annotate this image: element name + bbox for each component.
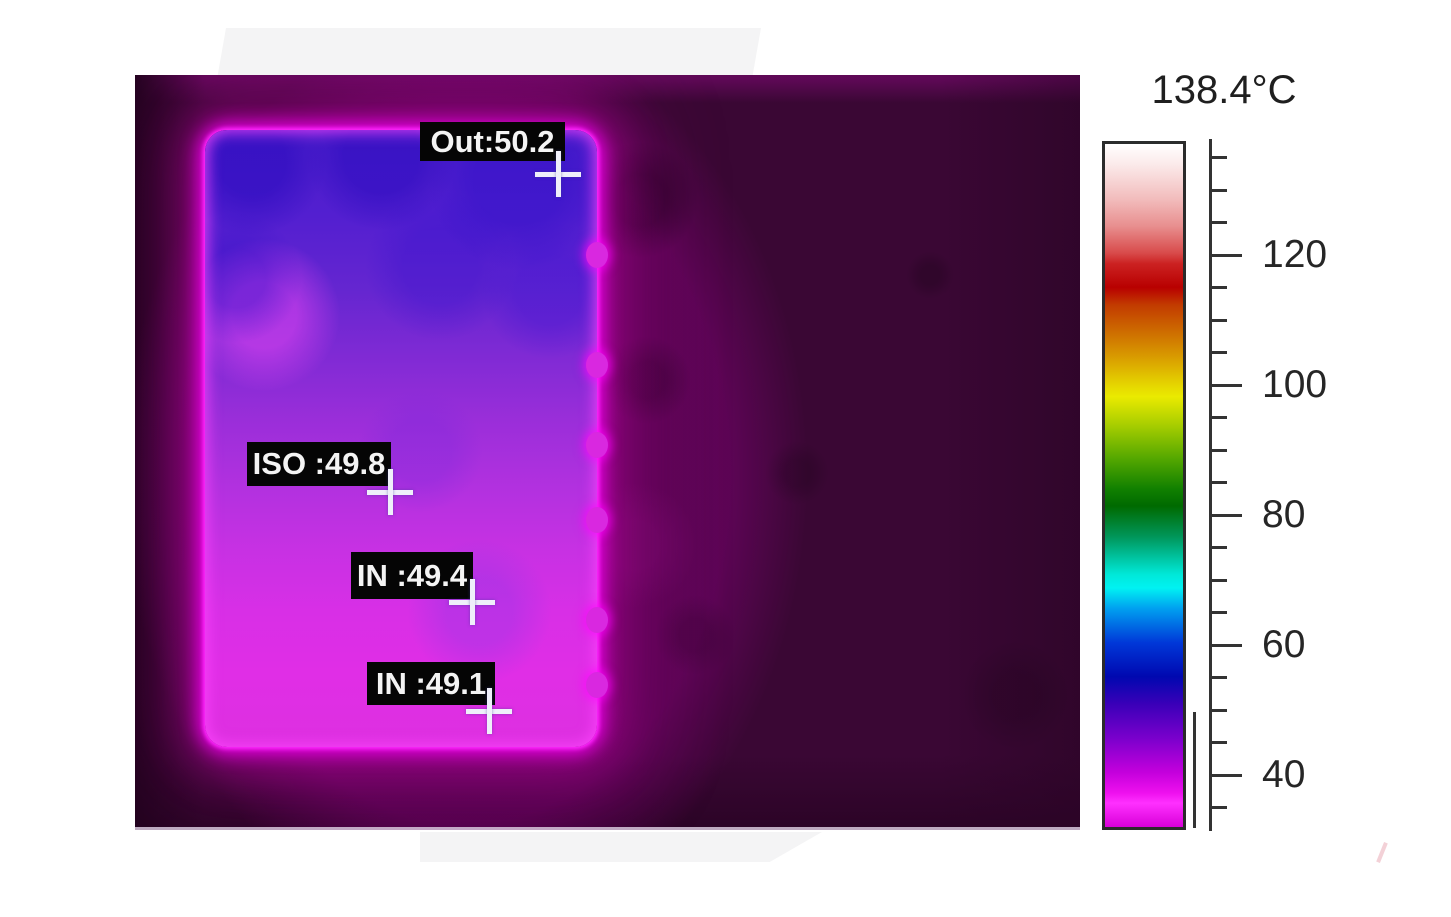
colorbar: [1102, 141, 1186, 830]
axis-minor-tick: [1212, 578, 1227, 582]
measurement-label-iso: ISO :49.8: [247, 442, 391, 486]
slide-decoration-parallelogram-bottom: [420, 832, 822, 862]
crosshair-marker-icon: [535, 151, 581, 197]
axis-minor-tick: [1212, 416, 1227, 419]
axis-major-tick: [1212, 643, 1242, 647]
axis-major-tick: [1212, 383, 1242, 387]
connector-bump: [586, 242, 608, 268]
connector-bump: [586, 607, 608, 633]
axis-tick-label: 100: [1262, 363, 1328, 406]
axis-tick-label: 60: [1262, 623, 1306, 666]
connector-bump: [586, 432, 608, 458]
thermal-image: Out:50.2 ISO :49.8 IN :49.4 IN :49.1: [135, 75, 1080, 830]
crosshair-vbar: [469, 579, 475, 625]
measurement-label-in1: IN :49.4: [351, 552, 473, 599]
axis-tick-label: 120: [1262, 233, 1328, 276]
connector-bump: [586, 672, 608, 698]
crosshair-marker-icon: [466, 688, 512, 734]
axis-minor-tick: [1212, 448, 1227, 452]
axis-minor-tick: [1212, 741, 1227, 744]
pcb-thermal-object: [205, 130, 608, 747]
axis-major-tick: [1212, 513, 1242, 517]
axis-minor-tick: [1212, 351, 1227, 354]
iso-range-marker: [1193, 712, 1196, 828]
crosshair-marker-icon: [449, 579, 495, 625]
axis-tick-label: 40: [1262, 753, 1306, 796]
axis-minor-tick: [1212, 676, 1227, 679]
connector-bump: [586, 507, 608, 533]
axis-major-tick: [1212, 773, 1242, 777]
axis-tick-label: 80: [1262, 493, 1306, 536]
measurement-label-out: Out:50.2: [420, 122, 565, 161]
axis-minor-tick: [1212, 611, 1227, 614]
axis-minor-tick: [1212, 481, 1227, 484]
axis-minor-tick: [1212, 318, 1227, 322]
slide-decoration-parallelogram-top: [217, 28, 761, 75]
axis-minor-tick: [1212, 221, 1227, 224]
axis-minor-tick: [1212, 188, 1227, 192]
axis-major-tick: [1212, 253, 1242, 257]
crosshair-vbar: [387, 469, 393, 515]
axis-minor-tick: [1212, 806, 1227, 809]
crosshair-marker-icon: [367, 469, 413, 515]
scale-max-temperature: 138.4°C: [1151, 68, 1297, 112]
measurement-label-in2: IN :49.1: [367, 662, 495, 705]
slide-decoration-accent-line: [1376, 842, 1388, 863]
crosshair-vbar: [555, 151, 561, 197]
axis-minor-tick: [1212, 156, 1227, 159]
axis-minor-tick: [1212, 708, 1227, 712]
axis-minor-tick: [1212, 286, 1227, 289]
connector-bump: [586, 352, 608, 378]
crosshair-vbar: [486, 688, 492, 734]
colorbar-axis: [1209, 139, 1212, 831]
axis-minor-tick: [1212, 546, 1227, 549]
